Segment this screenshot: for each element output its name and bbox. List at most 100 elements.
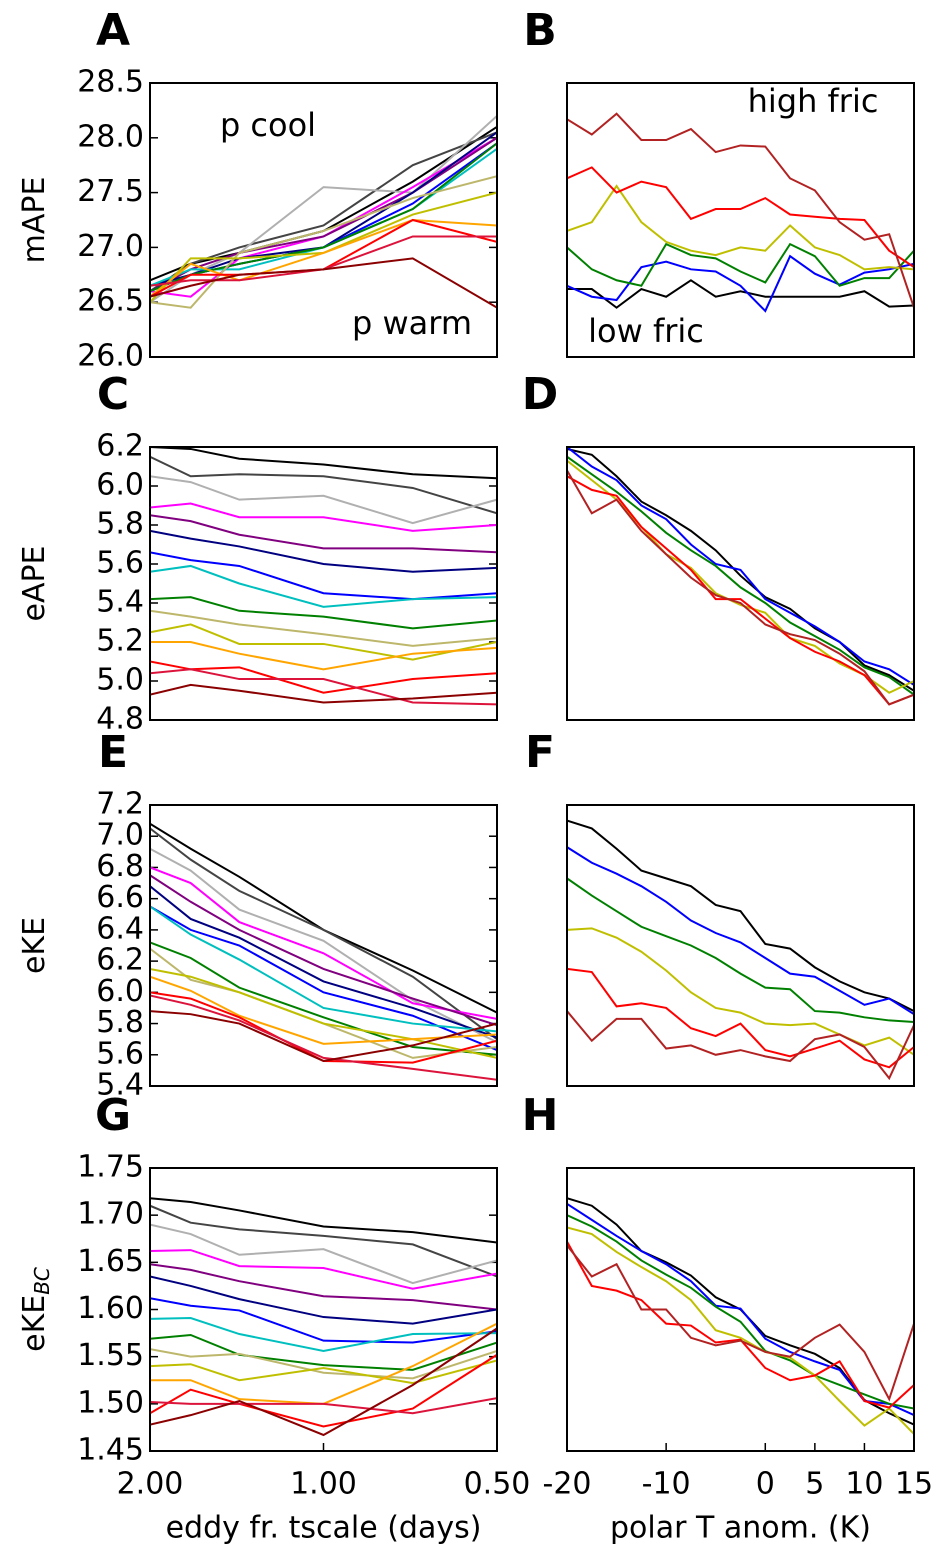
series-line [150, 257, 497, 309]
series-line [567, 475, 914, 706]
series-line [567, 242, 914, 287]
x-axis-label: eddy fr. tscale (days) [166, 1511, 482, 1546]
series-line [150, 514, 497, 554]
series-line [150, 191, 497, 303]
series-line [150, 874, 497, 1027]
x-tick-label: 0 [756, 1467, 775, 1502]
series-line [150, 1397, 497, 1415]
panel: C 4.8 5.0 5.2 5.4 5.6 5.8 6.0 6.2 eAPE [17, 369, 498, 737]
y-tick-label: 1.50 [77, 1385, 144, 1420]
y-tick-label: 6.4 [96, 911, 144, 946]
y-axis-label: eAPE [17, 545, 52, 621]
series-line [567, 455, 914, 696]
y-tick-label: 5.2 [96, 624, 144, 659]
series-line [150, 1197, 497, 1244]
y-axis-label-main: mAPE [17, 177, 52, 264]
series-line [150, 683, 497, 704]
y-tick-label: 6.2 [96, 943, 144, 978]
y-tick-label: 5.4 [96, 1068, 144, 1103]
series-line [150, 551, 497, 601]
y-tick-label: 28.5 [77, 65, 144, 100]
y-tick-label: 5.8 [96, 1005, 144, 1040]
series-line [567, 469, 914, 706]
series-line [150, 1297, 497, 1344]
series-line [150, 975, 497, 1045]
series-line [150, 136, 497, 298]
panel-label: H [522, 1090, 559, 1141]
y-tick-label: 26.0 [77, 339, 144, 374]
series-line [150, 1204, 497, 1278]
y-tick-label: 5.8 [96, 507, 144, 542]
plot-frame [149, 82, 498, 358]
y-tick-label: 6.6 [96, 880, 144, 915]
panel-label: D [522, 369, 559, 420]
series-line [150, 1275, 497, 1325]
y-tick-label: 6.0 [96, 974, 144, 1009]
series-line [150, 866, 497, 1020]
series-line [150, 905, 497, 1033]
panel: A 26.0 26.5 27.0 27.5 28.0 28.5 mAPE p cool p war… [17, 5, 498, 374]
series-line [567, 279, 914, 309]
series-line [150, 1333, 497, 1371]
series-line [567, 447, 914, 686]
series-line [150, 623, 497, 661]
panel-label: G [95, 1090, 131, 1141]
plot-frame [566, 82, 915, 358]
plot-frame [149, 804, 498, 1087]
series-line [567, 447, 914, 692]
series-line [150, 126, 497, 282]
x-tick-label: 0.50 [464, 1467, 531, 1502]
y-tick-label: 1.45 [77, 1433, 144, 1468]
series-line [150, 218, 497, 298]
series-line [567, 1214, 914, 1410]
series-line [150, 1353, 497, 1428]
series-line [150, 596, 497, 630]
x-tick-label: 10 [845, 1467, 883, 1502]
series-line [150, 1316, 497, 1353]
panel: E 5.45.65.86.06.26.46.66.87.07.2 eKE [17, 727, 498, 1103]
series-line [150, 609, 497, 647]
y-tick-label: 26.5 [77, 284, 144, 319]
y-tick-label: 5.6 [96, 546, 144, 581]
y-tick-label: 5.4 [96, 585, 144, 620]
series-line [567, 846, 914, 1016]
plot-frame [566, 446, 915, 721]
panel-label: B [523, 5, 557, 56]
y-axis-label: eKE [17, 917, 52, 974]
plot-frame [566, 1167, 915, 1452]
y-axis-label-main: eKE [17, 1295, 52, 1352]
y-tick-label: 6.2 [96, 429, 144, 464]
series-line [567, 112, 914, 308]
panel: D [522, 369, 915, 721]
series-line [567, 166, 914, 268]
y-tick-label: 27.5 [77, 174, 144, 209]
series-line [150, 847, 497, 1044]
panel: F [525, 727, 915, 1087]
y-tick-label: 1.75 [77, 1150, 144, 1185]
panel-label: E [98, 727, 128, 778]
y-tick-label: 1.70 [77, 1197, 144, 1232]
y-axis-label-main: eAPE [17, 545, 52, 621]
y-tick-label: 28.0 [77, 119, 144, 154]
y-tick-label: 6.8 [96, 849, 144, 884]
plot-frame [149, 446, 498, 721]
panel: H -20 -10 0 5 10 15 polar T anom. (K) [522, 1090, 934, 1546]
series-line [150, 668, 497, 706]
series-line [150, 1322, 497, 1405]
series-line [567, 1010, 914, 1081]
series-line [567, 1241, 914, 1409]
series-line [150, 175, 497, 309]
y-tick-label: 1.60 [77, 1291, 144, 1326]
y-axis-label-subscript: BC [30, 1267, 54, 1295]
series-line [567, 967, 914, 1069]
y-axis-label: mAPE [17, 177, 52, 264]
series-line [150, 235, 497, 287]
y-tick-label: 7.0 [96, 818, 144, 853]
series-line [150, 455, 497, 515]
y-tick-label: 1.55 [77, 1338, 144, 1373]
series-line [567, 254, 914, 313]
series-line [567, 877, 914, 1023]
series-line [150, 1348, 497, 1380]
